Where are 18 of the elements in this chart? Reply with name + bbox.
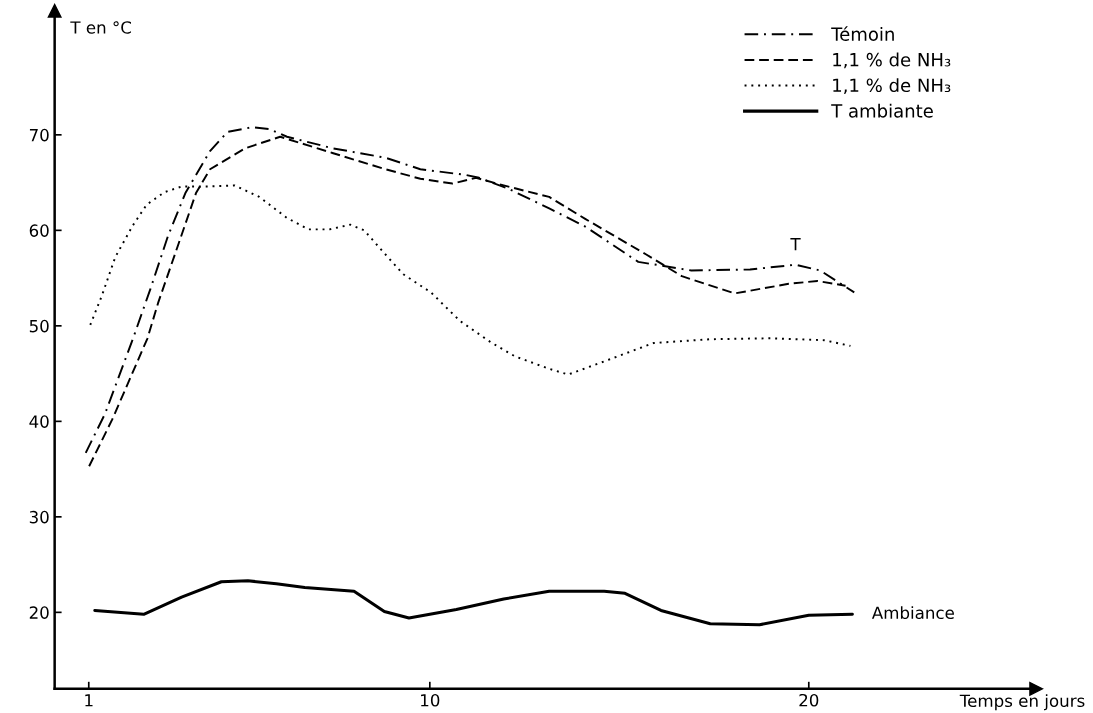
x-tick-label: 10 xyxy=(421,693,440,707)
annotation: Ambiance xyxy=(871,606,954,620)
y-tick-label: 30 xyxy=(29,510,49,524)
x-tick-label: 1 xyxy=(85,694,93,707)
legend-label: Témoin xyxy=(831,26,894,41)
y-axis-title: T en °C xyxy=(70,21,132,34)
y-tick-label: 40 xyxy=(29,415,49,428)
legend-label: T ambiante xyxy=(831,103,933,118)
x-axis-title: Temps en jours xyxy=(959,694,1085,711)
x-tick-label: 20 xyxy=(799,693,819,707)
y-tick-label: 60 xyxy=(29,224,49,237)
legend-label: 1,1 % de NH₃ xyxy=(833,52,951,69)
annotation: T xyxy=(790,238,801,251)
y-tick-label: 20 xyxy=(29,606,49,619)
y-tick-label: 50 xyxy=(29,319,49,333)
legend-label: 1,1 % de NH₃ xyxy=(833,78,951,94)
y-tick-label: 70 xyxy=(29,128,49,142)
line-series xyxy=(93,579,854,627)
